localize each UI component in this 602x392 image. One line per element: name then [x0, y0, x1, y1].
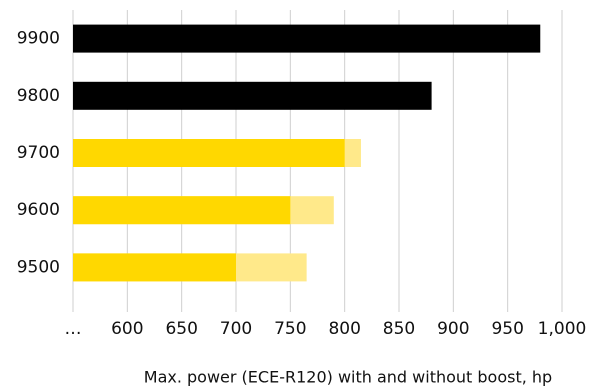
y-tick-label: 9900 — [17, 29, 60, 49]
x-tick-label: 700 — [220, 319, 252, 339]
bar — [73, 196, 291, 225]
x-axis-label: Max. power (ECE-R120) with and without b… — [144, 368, 552, 387]
x-tick-label: 650 — [165, 319, 197, 339]
x-tick-label: 600 — [111, 319, 143, 339]
x-tick-label: 900 — [437, 319, 469, 339]
x-tick-label: 750 — [274, 319, 306, 339]
x-tick-label: 800 — [328, 319, 360, 339]
y-tick-label: 9700 — [17, 143, 60, 163]
bar — [73, 81, 432, 110]
x-tick-label: 950 — [491, 319, 523, 339]
y-tick-label: 9500 — [17, 257, 60, 277]
x-tick-label: 850 — [383, 319, 415, 339]
x-tick-label: 1,000 — [538, 319, 587, 339]
bar — [73, 139, 345, 167]
x-tick-label: … — [65, 319, 82, 339]
bar — [73, 253, 236, 282]
bar — [73, 24, 541, 53]
y-tick-label: 9800 — [17, 86, 60, 106]
y-tick-label: 9600 — [17, 200, 60, 220]
